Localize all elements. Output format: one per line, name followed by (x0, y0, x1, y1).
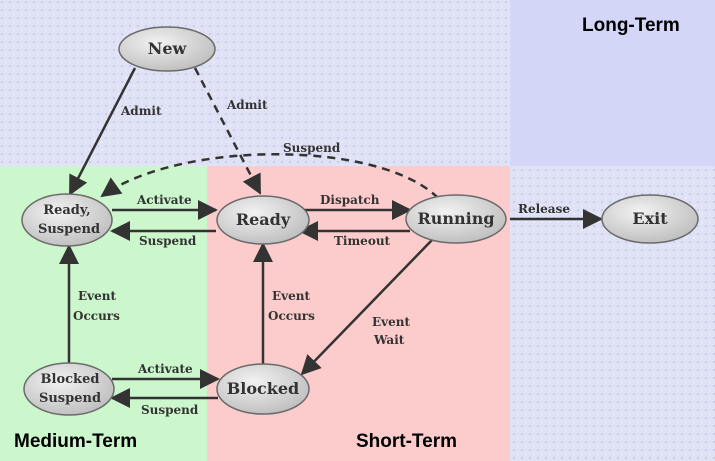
label-event-wait-1: Event (372, 315, 410, 329)
edge-suspend-running-to-ready-suspend (100, 153, 439, 199)
label-activate-bottom: Activate (137, 362, 193, 376)
medium-term-title: Medium-Term (14, 431, 137, 452)
label-admit-right: Admit (226, 98, 268, 112)
state-ready-node (216, 195, 310, 245)
label-suspend-mid: Suspend (139, 234, 197, 248)
state-blocked-suspend-node (23, 362, 115, 416)
label-admit-left: Admit (120, 104, 162, 118)
label-release: Release (518, 202, 570, 216)
label-event-occurs-left-1: Event (78, 289, 116, 303)
label-suspend-bottom: Suspend (141, 403, 199, 417)
edge-admit-to-ready-suspend (68, 67, 137, 196)
label-event-occurs-right-2: Occurs (268, 309, 315, 323)
state-exit-label: Exit (632, 209, 668, 228)
state-ready-label: Ready (236, 210, 291, 229)
state-blocked-suspend-label-2: Suspend (39, 391, 101, 406)
state-blocked-node (216, 363, 310, 415)
label-event-wait-2: Wait (373, 333, 405, 347)
long-term-solid-area (510, 0, 715, 166)
state-blocked-label: Blocked (227, 379, 299, 398)
state-new-node (118, 26, 216, 72)
label-suspend-top: Suspend (283, 141, 341, 155)
state-exit-node (601, 194, 699, 244)
short-term-title: Short-Term (356, 431, 457, 452)
state-running-node (405, 194, 507, 244)
label-event-occurs-left-2: Occurs (73, 309, 120, 323)
label-timeout: Timeout (334, 234, 391, 248)
edge-event-wait (300, 239, 433, 376)
label-dispatch: Dispatch (320, 193, 380, 207)
state-ready-suspend-label-1: Ready, (43, 203, 90, 218)
label-event-occurs-right-1: Event (272, 289, 310, 303)
state-blocked-suspend-label-1: Blocked (41, 372, 100, 387)
edge-admit-to-ready (193, 67, 262, 195)
state-new-label: New (148, 39, 188, 58)
state-ready-suspend-label-2: Suspend (38, 222, 100, 237)
state-ready-suspend-node (21, 193, 113, 247)
long-term-title: Long-Term (582, 15, 680, 36)
label-activate-top: Activate (136, 193, 192, 207)
state-running-label: Running (417, 209, 494, 228)
